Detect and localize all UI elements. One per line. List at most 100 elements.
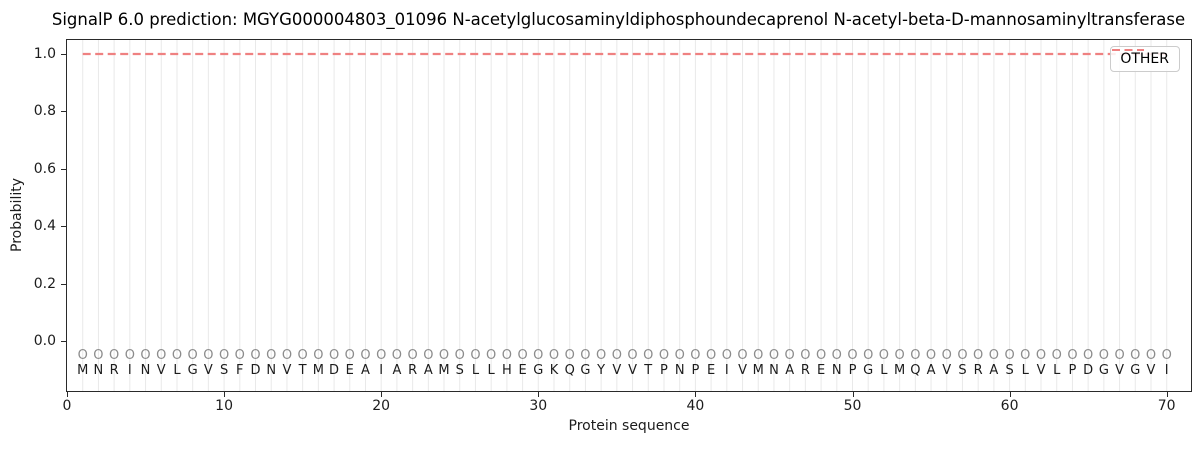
residue-letter: E xyxy=(518,363,527,378)
residue-prediction-marker: O xyxy=(737,348,748,363)
y-tick-label: 0.6 xyxy=(33,160,56,177)
residue-prediction-marker: O xyxy=(360,348,371,363)
y-tick-mark xyxy=(61,226,66,228)
residue-prediction-marker: O xyxy=(643,348,654,363)
residue-prediction-marker: O xyxy=(203,348,214,363)
residue-letter: A xyxy=(989,363,999,378)
residue-letter: D xyxy=(250,363,261,378)
x-tick-mark xyxy=(1009,392,1011,397)
residue-letter: A xyxy=(926,363,936,378)
residue-letter: V xyxy=(1036,363,1046,378)
residue-letter: T xyxy=(298,363,307,378)
residue-letter: Q xyxy=(910,363,921,378)
residue-letter: G xyxy=(863,363,874,378)
residue-letter: Y xyxy=(597,363,606,378)
residue-prediction-marker: O xyxy=(705,348,717,363)
residue-letter: L xyxy=(471,363,480,378)
residue-prediction-marker: O xyxy=(894,348,905,363)
x-tick-label: 70 xyxy=(1157,398,1176,414)
x-tick-mark xyxy=(224,392,226,397)
residue-prediction-marker: O xyxy=(218,348,230,363)
residue-letter: H xyxy=(501,363,512,378)
chart-title: SignalP 6.0 prediction: MGYG000004803_01… xyxy=(51,10,1186,29)
y-tick-mark xyxy=(61,341,66,342)
residue-prediction-marker: O xyxy=(77,348,88,363)
residue-letter: R xyxy=(800,363,810,378)
residue-prediction-marker: O xyxy=(988,348,999,363)
y-tick-label: 0.4 xyxy=(33,218,56,235)
residue-letter: R xyxy=(973,363,983,378)
legend-label: OTHER xyxy=(1120,51,1169,67)
x-tick-mark xyxy=(381,392,383,397)
residue-prediction-marker: O xyxy=(1098,348,1109,363)
x-tick-mark xyxy=(852,392,854,397)
residue-prediction-marker: O xyxy=(800,348,811,363)
residue-prediction-marker: O xyxy=(815,348,827,363)
residue-letter: G xyxy=(533,363,544,378)
residue-prediction-marker: O xyxy=(328,348,340,363)
residue-letter: V xyxy=(738,363,747,378)
x-tick-mark xyxy=(67,392,68,397)
residue-letter: A xyxy=(423,363,433,378)
residue-letter: P xyxy=(1068,363,1077,378)
residue-prediction-marker: O xyxy=(847,348,858,363)
residue-prediction-marker: O xyxy=(596,348,607,363)
residue-prediction-marker: O xyxy=(548,348,560,363)
residue-prediction-marker: O xyxy=(627,348,638,363)
residue-letter: I xyxy=(379,363,384,378)
residue-letter: V xyxy=(612,363,622,378)
residue-prediction-marker: O xyxy=(344,348,355,363)
residue-prediction-marker: O xyxy=(423,348,434,363)
residue-letter: S xyxy=(958,363,967,378)
residue-prediction-marker: O xyxy=(124,348,135,363)
residue-letter: K xyxy=(549,363,559,378)
residue-letter: G xyxy=(580,363,591,378)
residue-prediction-marker: O xyxy=(1051,348,1062,363)
residue-prediction-marker: O xyxy=(878,348,890,363)
residue-prediction-marker: O xyxy=(171,348,183,363)
x-tick-label: 40 xyxy=(686,398,705,414)
residue-prediction-marker: O xyxy=(690,348,701,363)
residue-letter: L xyxy=(173,363,181,378)
residue-prediction-marker: O xyxy=(580,348,591,363)
residue-prediction-marker: O xyxy=(187,348,198,363)
y-tick-label: 1.0 xyxy=(33,46,56,62)
